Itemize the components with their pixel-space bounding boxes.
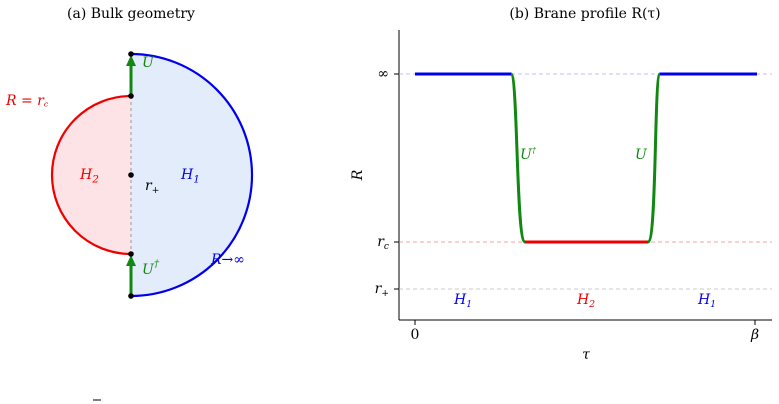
- u-dagger-label: U†: [520, 145, 537, 163]
- h1-label: H1: [697, 292, 716, 309]
- inner-boundary: [50, 94, 132, 256]
- label-base: U: [635, 147, 648, 163]
- label-base: U: [520, 147, 533, 163]
- u-label: U: [635, 147, 648, 163]
- label-base: H: [453, 292, 467, 308]
- label-sub: 2: [588, 299, 595, 309]
- label-base: U: [142, 262, 155, 278]
- x-axis-label: τ: [582, 347, 590, 363]
- label-sub: +: [381, 288, 389, 298]
- h2-label: H2: [79, 167, 99, 186]
- label-sub: 1: [466, 299, 472, 309]
- x-tick-label: 0: [411, 327, 420, 343]
- point: [128, 293, 134, 299]
- label-sub: c: [384, 241, 389, 251]
- y-tick-label: r+: [375, 281, 389, 298]
- h1-region: [131, 54, 252, 296]
- label-base: H: [180, 167, 194, 183]
- outer-boundary: [130, 52, 254, 298]
- h1-label: H1: [180, 167, 200, 186]
- points: [128, 51, 134, 299]
- point: [128, 251, 134, 257]
- label-base: H: [697, 292, 711, 308]
- u-curve: [646, 72, 662, 244]
- y-tick-label: ∞: [377, 66, 389, 82]
- label-base: R→∞: [210, 252, 245, 268]
- h1-label: H1: [453, 292, 472, 309]
- label-sup: †: [532, 145, 537, 155]
- label-sup: †: [154, 258, 160, 270]
- label-base: r: [145, 178, 153, 194]
- y-tick-label: rc: [377, 234, 389, 251]
- point: [128, 93, 134, 99]
- outer-boundary-label: R→∞: [210, 252, 245, 268]
- panel-a-title: (a) Bulk geometry: [67, 6, 195, 22]
- label-sub: c: [44, 99, 49, 108]
- h2-label: H2: [576, 292, 595, 309]
- label-base: r: [375, 281, 383, 297]
- u-dagger-arrowhead: [126, 255, 136, 266]
- x-tick-label: β: [750, 327, 759, 343]
- label-base: U: [142, 55, 155, 71]
- label-base: ∞: [377, 66, 389, 82]
- label-base: H: [576, 292, 590, 308]
- inner-boundary-label: R = rc: [5, 93, 49, 109]
- label-base: r: [377, 234, 385, 250]
- u-label: U: [142, 55, 155, 71]
- label-sub: 1: [710, 299, 716, 309]
- u-arrowhead: [126, 55, 136, 66]
- r-plus-label: r+: [145, 178, 159, 195]
- panel-b-title: (b) Brane profile R(τ): [509, 6, 660, 22]
- label-base: R = r: [5, 93, 45, 109]
- label-sub: 2: [91, 174, 99, 186]
- point: [128, 51, 134, 57]
- label-sub: +: [152, 185, 160, 195]
- h2-region: [52, 96, 131, 254]
- label-base: H: [79, 167, 93, 183]
- point: [128, 172, 134, 178]
- y-axis-label: R: [350, 169, 366, 181]
- u-dagger-curve: [509, 72, 527, 244]
- u-dagger-label: U†: [142, 258, 160, 278]
- label-sub: 1: [193, 174, 200, 186]
